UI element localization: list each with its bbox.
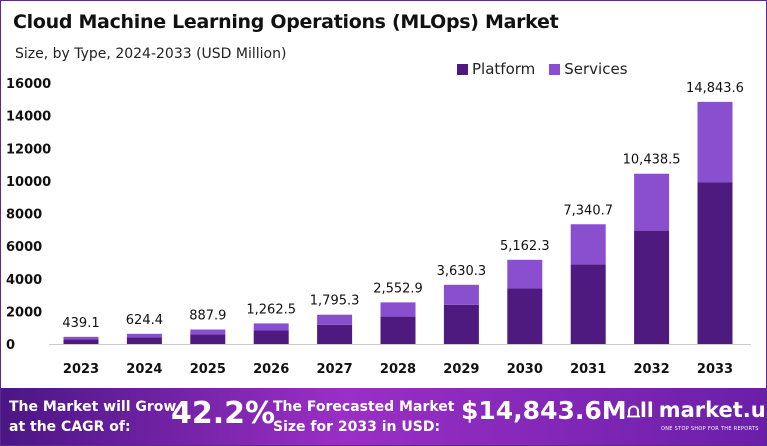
x-tick-label: 2027 xyxy=(317,362,353,377)
cagr-label-line: The Market will Grow xyxy=(9,399,177,415)
x-tick-label: 2030 xyxy=(507,362,543,377)
bar-platform-2033 xyxy=(697,182,733,344)
bar-chart: 0 2000 4000 6000 8000 10000 12000 14000 16000 439… xyxy=(6,77,751,377)
cagr-label-line: at the CAGR of: xyxy=(9,419,131,435)
y-tick-label: 0 xyxy=(6,338,15,353)
x-tick-label: 2031 xyxy=(570,362,606,377)
bar-platform-2023 xyxy=(63,339,99,344)
data-label-2028: 2,552.9 xyxy=(373,281,423,296)
y-tick-label: 16000 xyxy=(6,77,51,92)
bar-platform-2032 xyxy=(634,230,670,344)
data-label-2031: 7,340.7 xyxy=(563,203,613,218)
bar-services-2030 xyxy=(507,259,543,289)
forecast-label: The Forecasted Market Size for 2033 in US… xyxy=(273,397,454,437)
x-tick-label: 2028 xyxy=(380,362,416,377)
bar-platform-2031 xyxy=(570,264,606,344)
bar-platform-2029 xyxy=(443,304,479,344)
data-label-2029: 3,630.3 xyxy=(437,264,487,279)
y-tick-label: 12000 xyxy=(6,142,51,157)
legend-label: Services xyxy=(564,60,628,78)
chart-title: Cloud Machine Learning Operations (MLOps… xyxy=(13,11,559,33)
bar-platform-2025 xyxy=(190,334,226,344)
y-tick-label: 2000 xyxy=(6,305,42,320)
x-tick-label: 2033 xyxy=(697,362,733,377)
data-label-2025: 887.9 xyxy=(189,309,226,324)
data-label-2032: 10,438.5 xyxy=(623,153,681,168)
logo-tagline: ONE STOP SHOP FOR THE REPORTS xyxy=(661,426,759,432)
forecast-value: $14,843.6M xyxy=(461,396,627,425)
bar-services-2031 xyxy=(570,224,606,265)
market-us-logo: ⩍ll market.us xyxy=(627,398,767,422)
data-label-2027: 1,795.3 xyxy=(310,294,360,309)
forecast-label-line: Size for 2033 in USD: xyxy=(273,419,441,435)
x-tick-label: 2032 xyxy=(634,362,670,377)
bar-services-2024 xyxy=(126,333,162,338)
cagr-value: 42.2% xyxy=(171,396,276,431)
bar-services-2027 xyxy=(317,314,353,325)
y-tick-label: 4000 xyxy=(6,273,42,288)
footer-banner: The Market will Grow at the CAGR of: 42.2… xyxy=(1,388,767,445)
bar-platform-2024 xyxy=(126,337,162,344)
y-tick-label: 8000 xyxy=(6,208,42,223)
legend-swatch xyxy=(457,63,468,75)
x-tick-label: 2025 xyxy=(190,362,226,377)
bar-services-2032 xyxy=(634,173,670,231)
bar-services-2033 xyxy=(697,101,733,183)
x-tick-label: 2029 xyxy=(443,362,479,377)
legend-item-services: Services xyxy=(549,60,628,78)
chart-subtitle: Size, by Type, 2024-2033 (USD Million) xyxy=(15,46,287,62)
legend: Platform Services xyxy=(457,60,628,78)
bar-services-2025 xyxy=(190,329,226,335)
bar-platform-2027 xyxy=(317,324,353,344)
legend-swatch xyxy=(549,63,561,75)
bar-platform-2028 xyxy=(380,316,416,344)
bar-platform-2030 xyxy=(507,288,543,344)
bar-services-2026 xyxy=(253,323,289,331)
x-tick-label: 2026 xyxy=(253,362,289,377)
y-tick-label: 6000 xyxy=(6,240,42,255)
logo-icon: ⩍ll xyxy=(627,398,654,422)
data-label-2030: 5,162.3 xyxy=(500,239,550,254)
data-label-2023: 439.1 xyxy=(62,316,99,331)
logo-text: market.us xyxy=(658,398,767,422)
bar-services-2028 xyxy=(380,302,416,317)
forecast-label-line: The Forecasted Market xyxy=(273,399,455,415)
x-tick-label: 2023 xyxy=(63,362,99,377)
bar-services-2029 xyxy=(443,284,479,305)
y-tick-label: 10000 xyxy=(6,175,51,190)
legend-label: Platform xyxy=(472,60,536,78)
cagr-label: The Market will Grow at the CAGR of: xyxy=(9,397,176,437)
data-label-2024: 624.4 xyxy=(126,313,163,328)
legend-item-platform: Platform xyxy=(457,60,535,78)
x-tick-label: 2024 xyxy=(126,362,162,377)
bar-platform-2026 xyxy=(253,330,289,344)
data-label-2026: 1,262.5 xyxy=(246,302,296,317)
data-label-2033: 14,843.6 xyxy=(686,81,744,96)
y-tick-label: 14000 xyxy=(6,110,51,125)
bar-services-2023 xyxy=(63,336,99,340)
